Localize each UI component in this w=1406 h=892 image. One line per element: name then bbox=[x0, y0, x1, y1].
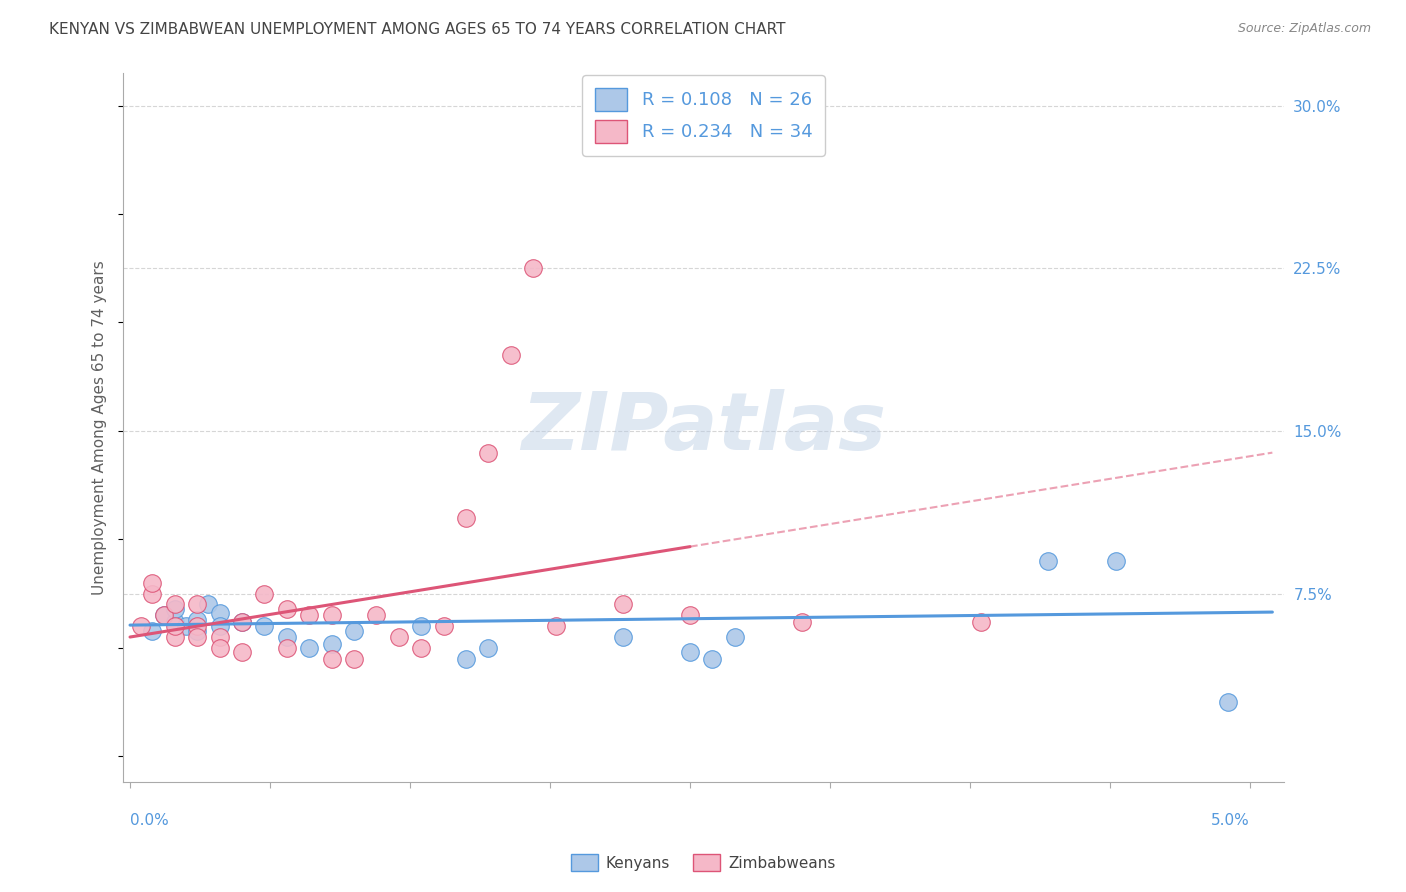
Point bbox=[186, 624, 208, 638]
Point bbox=[433, 619, 456, 633]
Point bbox=[321, 651, 343, 665]
Text: KENYAN VS ZIMBABWEAN UNEMPLOYMENT AMONG AGES 65 TO 74 YEARS CORRELATION CHART: KENYAN VS ZIMBABWEAN UNEMPLOYMENT AMONG … bbox=[49, 22, 786, 37]
Point bbox=[163, 615, 186, 629]
Point bbox=[544, 619, 567, 633]
Point bbox=[343, 651, 366, 665]
Point bbox=[522, 261, 544, 276]
Point bbox=[388, 630, 411, 644]
Point bbox=[152, 608, 174, 623]
Text: 5.0%: 5.0% bbox=[1211, 813, 1250, 828]
Point bbox=[612, 630, 634, 644]
Point bbox=[253, 587, 276, 601]
Point bbox=[321, 608, 343, 623]
Point bbox=[612, 598, 634, 612]
Point bbox=[186, 630, 208, 644]
Point bbox=[186, 598, 208, 612]
Point bbox=[163, 630, 186, 644]
Point bbox=[231, 645, 253, 659]
Point bbox=[163, 602, 186, 616]
Point bbox=[790, 615, 813, 629]
Point bbox=[679, 645, 702, 659]
Point bbox=[208, 606, 231, 620]
Text: 0.0%: 0.0% bbox=[129, 813, 169, 828]
Point bbox=[129, 619, 152, 633]
Point bbox=[163, 598, 186, 612]
Point bbox=[477, 640, 499, 655]
Point bbox=[208, 619, 231, 633]
Point bbox=[499, 348, 522, 362]
Legend: R = 0.108   N = 26, R = 0.234   N = 34: R = 0.108 N = 26, R = 0.234 N = 34 bbox=[582, 75, 825, 155]
Point bbox=[152, 608, 174, 623]
Point bbox=[1216, 695, 1239, 709]
Legend: Kenyans, Zimbabweans: Kenyans, Zimbabweans bbox=[564, 848, 842, 877]
Point bbox=[1038, 554, 1060, 568]
Point bbox=[454, 510, 477, 524]
Point bbox=[208, 640, 231, 655]
Point bbox=[141, 624, 163, 638]
Point bbox=[141, 575, 163, 590]
Point bbox=[174, 619, 197, 633]
Point bbox=[276, 602, 298, 616]
Point bbox=[231, 615, 253, 629]
Point bbox=[321, 636, 343, 650]
Y-axis label: Unemployment Among Ages 65 to 74 years: Unemployment Among Ages 65 to 74 years bbox=[93, 260, 107, 595]
Point bbox=[702, 651, 724, 665]
Point bbox=[231, 615, 253, 629]
Point bbox=[276, 630, 298, 644]
Point bbox=[141, 587, 163, 601]
Text: Source: ZipAtlas.com: Source: ZipAtlas.com bbox=[1237, 22, 1371, 36]
Point bbox=[477, 445, 499, 459]
Point bbox=[366, 608, 388, 623]
Point bbox=[197, 598, 219, 612]
Point bbox=[186, 613, 208, 627]
Point bbox=[679, 608, 702, 623]
Point bbox=[298, 640, 321, 655]
Text: ZIPatlas: ZIPatlas bbox=[522, 389, 886, 467]
Point bbox=[163, 619, 186, 633]
Point bbox=[411, 640, 433, 655]
Point bbox=[253, 619, 276, 633]
Point bbox=[454, 651, 477, 665]
Point bbox=[343, 624, 366, 638]
Point bbox=[276, 640, 298, 655]
Point bbox=[208, 630, 231, 644]
Point bbox=[298, 608, 321, 623]
Point bbox=[186, 619, 208, 633]
Point bbox=[970, 615, 993, 629]
Point bbox=[411, 619, 433, 633]
Point bbox=[724, 630, 747, 644]
Point bbox=[1104, 554, 1126, 568]
